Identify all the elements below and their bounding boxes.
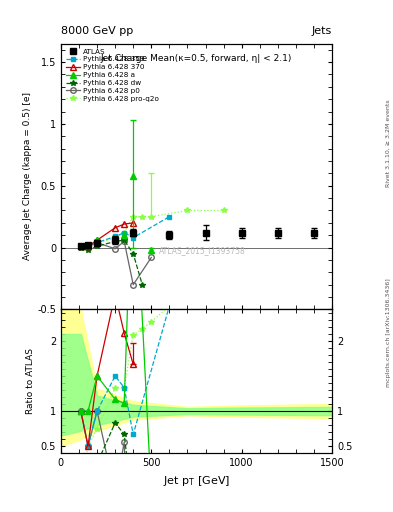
- Pythia 6.428 p0: [131, 282, 136, 288]
- Pythia 6.428 359: [122, 230, 127, 236]
- Pythia 6.428 pro-q2o: [140, 214, 145, 220]
- Y-axis label: Average Jet Charge (kappa = 0.5) [e]: Average Jet Charge (kappa = 0.5) [e]: [23, 93, 31, 261]
- Text: Rivet 3.1.10, ≥ 3.2M events: Rivet 3.1.10, ≥ 3.2M events: [386, 99, 391, 187]
- Pythia 6.428 p0: [86, 243, 90, 249]
- Pythia 6.428 370: [122, 221, 127, 227]
- Pythia 6.428 dw: [140, 282, 145, 288]
- Line: Pythia 6.428 dw: Pythia 6.428 dw: [78, 238, 145, 287]
- Pythia 6.428 359: [167, 214, 172, 220]
- Pythia 6.428 p0: [122, 238, 127, 244]
- Pythia 6.428 pro-q2o: [113, 234, 118, 241]
- Legend: ATLAS, Pythia 6.428 359, Pythia 6.428 370, Pythia 6.428 a, Pythia 6.428 dw, Pyth: ATLAS, Pythia 6.428 359, Pythia 6.428 37…: [64, 47, 161, 103]
- Pythia 6.428 pro-q2o: [221, 207, 226, 214]
- Pythia 6.428 dw: [122, 237, 127, 243]
- Pythia 6.428 370: [113, 225, 118, 231]
- Pythia 6.428 pro-q2o: [185, 207, 190, 214]
- Pythia 6.428 359: [86, 243, 90, 249]
- Pythia 6.428 dw: [95, 243, 99, 249]
- Text: ATLAS_2015_I1393758: ATLAS_2015_I1393758: [158, 246, 245, 255]
- X-axis label: Jet $\mathregular{p_T}$ [GeV]: Jet $\mathregular{p_T}$ [GeV]: [163, 474, 230, 487]
- Line: Pythia 6.428 p0: Pythia 6.428 p0: [78, 239, 154, 287]
- Text: mcplots.cern.ch [arXiv:1306.3436]: mcplots.cern.ch [arXiv:1306.3436]: [386, 279, 391, 387]
- Text: 8000 GeV pp: 8000 GeV pp: [61, 26, 133, 36]
- Pythia 6.428 370: [95, 237, 99, 243]
- Pythia 6.428 359: [131, 234, 136, 241]
- Pythia 6.428 pro-q2o: [131, 214, 136, 220]
- Pythia 6.428 359: [113, 233, 118, 240]
- Line: Pythia 6.428 370: Pythia 6.428 370: [78, 220, 136, 249]
- Text: Jets: Jets: [312, 26, 332, 36]
- Text: Jet Charge Mean(κ=0.5, forward, η| < 2.1): Jet Charge Mean(κ=0.5, forward, η| < 2.1…: [101, 54, 292, 63]
- Pythia 6.428 dw: [131, 251, 136, 257]
- Pythia 6.428 pro-q2o: [122, 230, 127, 236]
- Line: Pythia 6.428 pro-q2o: Pythia 6.428 pro-q2o: [78, 208, 226, 250]
- Pythia 6.428 pro-q2o: [95, 241, 99, 247]
- Pythia 6.428 p0: [95, 240, 99, 246]
- Pythia 6.428 p0: [79, 243, 83, 249]
- Pythia 6.428 pro-q2o: [149, 214, 154, 220]
- Pythia 6.428 dw: [86, 247, 90, 253]
- Pythia 6.428 359: [95, 240, 99, 246]
- Pythia 6.428 p0: [149, 254, 154, 261]
- Pythia 6.428 370: [86, 243, 90, 249]
- Y-axis label: Ratio to ATLAS: Ratio to ATLAS: [26, 348, 35, 414]
- Pythia 6.428 359: [79, 243, 83, 249]
- Pythia 6.428 370: [79, 243, 83, 249]
- Pythia 6.428 370: [131, 220, 136, 226]
- Pythia 6.428 p0: [113, 246, 118, 252]
- Pythia 6.428 dw: [113, 238, 118, 244]
- Line: Pythia 6.428 359: Pythia 6.428 359: [78, 214, 172, 249]
- Pythia 6.428 pro-q2o: [86, 243, 90, 249]
- Pythia 6.428 dw: [79, 245, 83, 251]
- Pythia 6.428 pro-q2o: [79, 245, 83, 251]
